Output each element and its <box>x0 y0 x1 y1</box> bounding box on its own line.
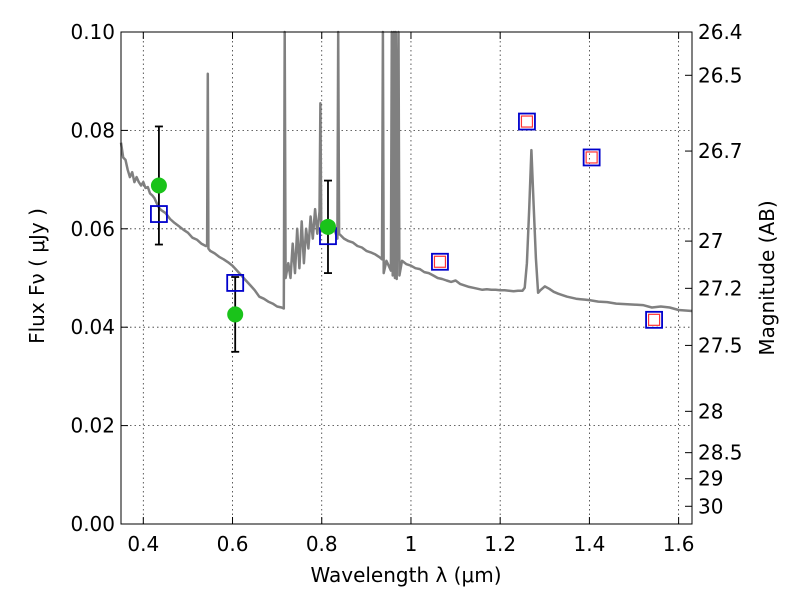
y-tick-label: 0.10 <box>70 20 115 44</box>
y2-tick-label: 27.5 <box>698 333 743 357</box>
x-tick-label: 1.2 <box>484 532 516 556</box>
observed-photometry-point <box>228 307 243 322</box>
x-tick-label: 0.8 <box>306 532 338 556</box>
x-tick-label: 1.6 <box>663 532 695 556</box>
x-axis-label: Wavelength λ (μm) <box>310 563 501 587</box>
y-tick-label: 0.00 <box>70 512 115 536</box>
y2-tick-label: 29 <box>698 467 723 491</box>
chart-background <box>0 0 800 600</box>
y2-tick-label: 27.2 <box>698 276 743 300</box>
y-tick-label: 0.02 <box>70 414 115 438</box>
x-tick-label: 1.4 <box>573 532 605 556</box>
observed-photometry-point <box>320 219 335 234</box>
y-tick-label: 0.06 <box>70 217 115 241</box>
y2-tick-label: 26.7 <box>698 139 743 163</box>
y2-axis-label: Magnitude (AB) <box>755 200 779 355</box>
y2-tick-label: 26.5 <box>698 63 743 87</box>
y2-tick-label: 27 <box>698 229 723 253</box>
x-tick-label: 0.4 <box>127 532 159 556</box>
x-tick-label: 0.6 <box>217 532 249 556</box>
y2-tick-label: 28 <box>698 399 723 423</box>
y-tick-label: 0.08 <box>70 118 115 142</box>
observed-photometry-point <box>151 178 166 193</box>
y2-tick-label: 28.5 <box>698 441 743 465</box>
y-axis-label: Flux Fν ( μJy ) <box>25 208 49 344</box>
y2-tick-label: 26.4 <box>698 20 743 44</box>
y2-tick-label: 30 <box>698 494 723 518</box>
sed-chart: 0.4 0.6 0.8 1 1.2 1.4 1.6 0.00 0.02 0.04 0.06 0.08 0… <box>0 0 800 600</box>
y-tick-label: 0.04 <box>70 315 115 339</box>
x-tick-label: 1 <box>405 532 418 556</box>
